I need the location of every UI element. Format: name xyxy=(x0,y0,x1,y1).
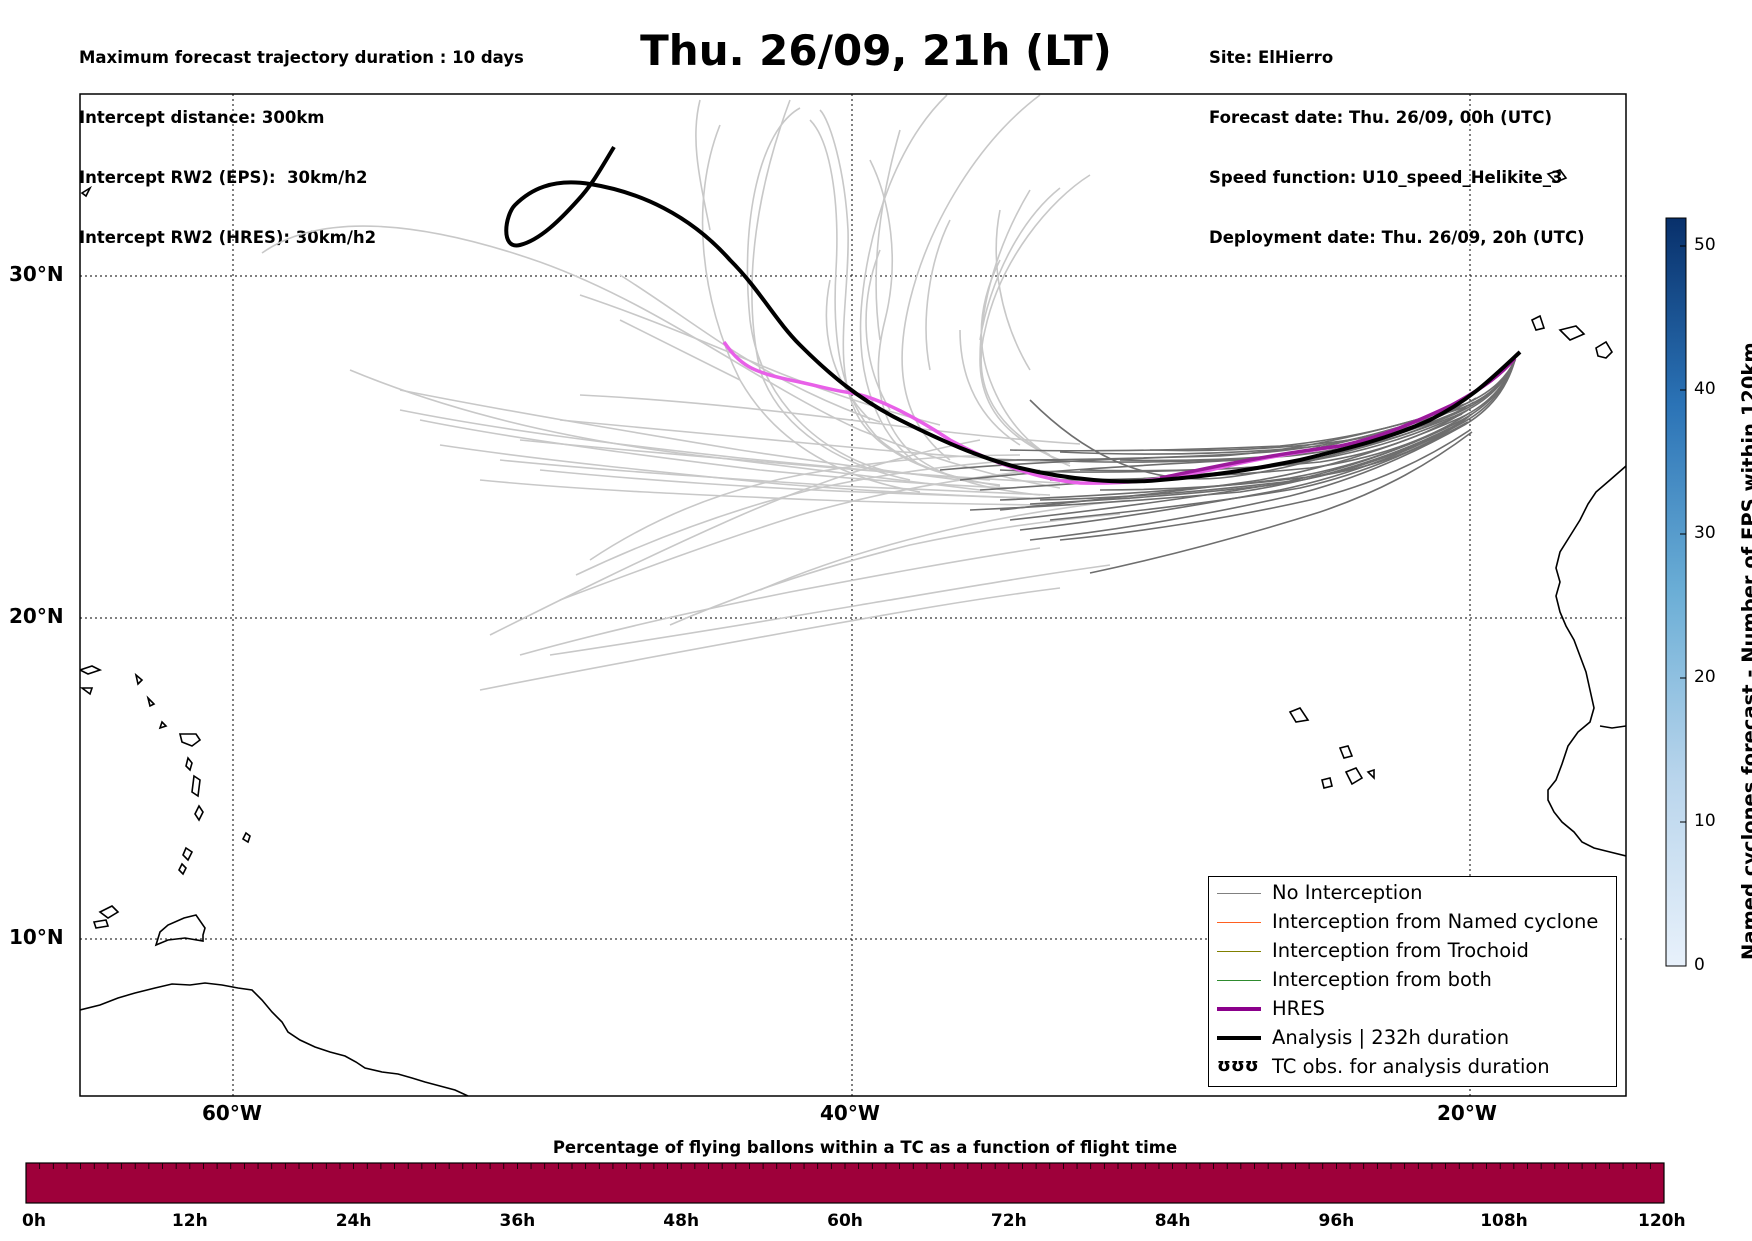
legend-item-both: Interception from both xyxy=(1209,965,1616,994)
colorbar-bottom-tick-label: 120h xyxy=(1638,1211,1686,1231)
colorbar-bottom-tick-label: 60h xyxy=(827,1211,863,1231)
lon-label-60w: 60°W xyxy=(202,1101,262,1125)
lesser-antilles-3 xyxy=(185,756,193,772)
legend-item-tc-obs: ʊʊʊ TC obs. for analysis duration xyxy=(1209,1052,1616,1081)
lesser-antilles-5 xyxy=(178,862,187,876)
header-left-line-2: Intercept distance: 300km xyxy=(79,108,325,127)
colorbar-bottom-ticks xyxy=(39,1163,1651,1169)
small-island-a xyxy=(134,672,144,686)
lat-label-10n: 10°N xyxy=(9,925,64,949)
colorbar-bottom-tick-label: 36h xyxy=(499,1211,536,1231)
lat-label-20n: 20°N xyxy=(9,604,64,628)
cabo-verde-1 xyxy=(1288,707,1310,723)
colorbar-right-tick-20: 20 xyxy=(1694,667,1716,687)
legend-label-both: Interception from both xyxy=(1272,968,1492,991)
colorbar-bottom-tick-label: 12h xyxy=(171,1211,208,1231)
small-island-b xyxy=(146,695,156,708)
colorbar-bottom-tick-label: 72h xyxy=(990,1211,1027,1231)
legend-item-no-interception: No Interception xyxy=(1209,878,1616,907)
map-frame xyxy=(79,93,1627,1097)
page-title: Thu. 26/09, 21h (LT) xyxy=(640,26,1112,75)
south-america-coast xyxy=(80,982,469,1096)
lesser-antilles-4 xyxy=(182,846,194,862)
madeira xyxy=(1546,169,1568,183)
legend-item-hres: HRES xyxy=(1209,994,1616,1023)
colorbar-bottom-tick-label: 0h xyxy=(22,1211,46,1231)
barbados xyxy=(241,831,251,844)
legend-label-named-cyclone: Interception from Named cyclone xyxy=(1272,910,1599,933)
legend-line-both xyxy=(1217,980,1261,981)
colorbar-right-tick-40: 40 xyxy=(1694,379,1716,399)
legend-line-hres xyxy=(1217,1007,1261,1011)
header-right-line-2: Forecast date: Thu. 26/09, 00h (UTC) xyxy=(1209,108,1553,127)
header-left: Maximum forecast trajectory duration : 1… xyxy=(79,8,524,268)
small-island-d xyxy=(80,687,94,696)
legend-item-analysis: Analysis | 232h duration xyxy=(1209,1023,1616,1052)
legend-line-named-cyclone xyxy=(1217,922,1261,923)
colorbar-bottom-tick-label: 48h xyxy=(663,1211,700,1231)
lon-label-20w: 20°W xyxy=(1437,1101,1497,1125)
colorbar-bottom-title: Percentage of flying ballons within a TC… xyxy=(552,1138,1178,1157)
canary-islands-1 xyxy=(1530,314,1546,331)
tc-obs-symbol-icon: ʊʊʊ xyxy=(1217,1055,1259,1076)
bermuda-like xyxy=(80,185,92,198)
colorbar-right-tick-50: 50 xyxy=(1694,235,1716,255)
analysis-trajectory xyxy=(504,145,1522,484)
lesser-antilles-1 xyxy=(191,774,201,798)
header-left-line-3: Intercept RW2 (EPS): 30km/h2 xyxy=(79,168,368,187)
legend-label-trochoid: Interception from Trochoid xyxy=(1272,939,1529,962)
eps-light-trajectories xyxy=(261,94,1131,691)
coastlines xyxy=(80,169,1626,1096)
colorbar-right-tick-10: 10 xyxy=(1694,811,1716,831)
small-island-c xyxy=(158,720,168,730)
legend-item-named-cyclone: Interception from Named cyclone xyxy=(1209,907,1616,936)
header-right-line-4: Deployment date: Thu. 26/09, 20h (UTC) xyxy=(1209,228,1585,247)
colorbar-right-tick-0: 0 xyxy=(1694,955,1705,975)
colorbar-right-ticks xyxy=(1680,245,1686,967)
lesser-antilles-2 xyxy=(194,804,204,822)
colorbar-bottom-bar xyxy=(25,1162,1665,1204)
colorbar-right-bar xyxy=(1665,217,1687,967)
lon-label-40w: 40°W xyxy=(820,1101,880,1125)
header-right: Site: ElHierro Forecast date: Thu. 26/09… xyxy=(1209,8,1585,268)
colorbar-bottom-tick-label: 84h xyxy=(1154,1211,1191,1231)
canary-islands-2 xyxy=(1558,325,1586,341)
header-right-line-3: Speed function: U10_speed_Helikite_3 xyxy=(1209,168,1563,187)
cabo-verde-3 xyxy=(1344,767,1364,786)
legend-label-analysis: Analysis | 232h duration xyxy=(1272,1026,1510,1049)
caribbean-island-1 xyxy=(98,905,120,919)
cabo-verde-4 xyxy=(1321,777,1333,789)
colorbar-bottom-tick-label: 24h xyxy=(335,1211,372,1231)
legend-line-trochoid xyxy=(1217,951,1261,952)
legend-item-trochoid: Interception from Trochoid xyxy=(1209,936,1616,965)
colorbar-bottom-tick-label: 96h xyxy=(1318,1211,1355,1231)
header-right-line-1: Site: ElHierro xyxy=(1209,48,1334,67)
lat-label-30n: 30°N xyxy=(9,262,64,286)
colorbar-bottom-tick-label: 108h xyxy=(1480,1211,1528,1231)
trinidad xyxy=(154,914,206,947)
header-left-line-1: Maximum forecast trajectory duration : 1… xyxy=(79,48,524,67)
canary-islands-3 xyxy=(1595,340,1614,359)
africa-coast-2 xyxy=(1599,725,1626,729)
caribbean-island-2 xyxy=(92,919,110,929)
africa-coast xyxy=(1547,465,1626,857)
legend-line-analysis xyxy=(1217,1036,1261,1040)
colorbar-right-tick-30: 30 xyxy=(1694,523,1716,543)
legend-line-no-interception xyxy=(1217,893,1261,894)
legend-label-no-interception: No Interception xyxy=(1272,881,1423,904)
header-left-line-4: Intercept RW2 (HRES): 30km/h2 xyxy=(79,228,377,247)
cabo-verde-5 xyxy=(1366,768,1375,780)
colorbar-right-label: Named cyclones forecast - Number of EPS … xyxy=(1738,342,1752,960)
virgin-islands xyxy=(80,665,103,675)
legend-label-hres: HRES xyxy=(1272,997,1325,1020)
legend-label-tc-obs: TC obs. for analysis duration xyxy=(1272,1055,1550,1078)
map-legend: No Interception Interception from Named … xyxy=(1208,876,1617,1087)
cabo-verde-2 xyxy=(1338,745,1354,759)
guadeloupe xyxy=(178,733,202,747)
